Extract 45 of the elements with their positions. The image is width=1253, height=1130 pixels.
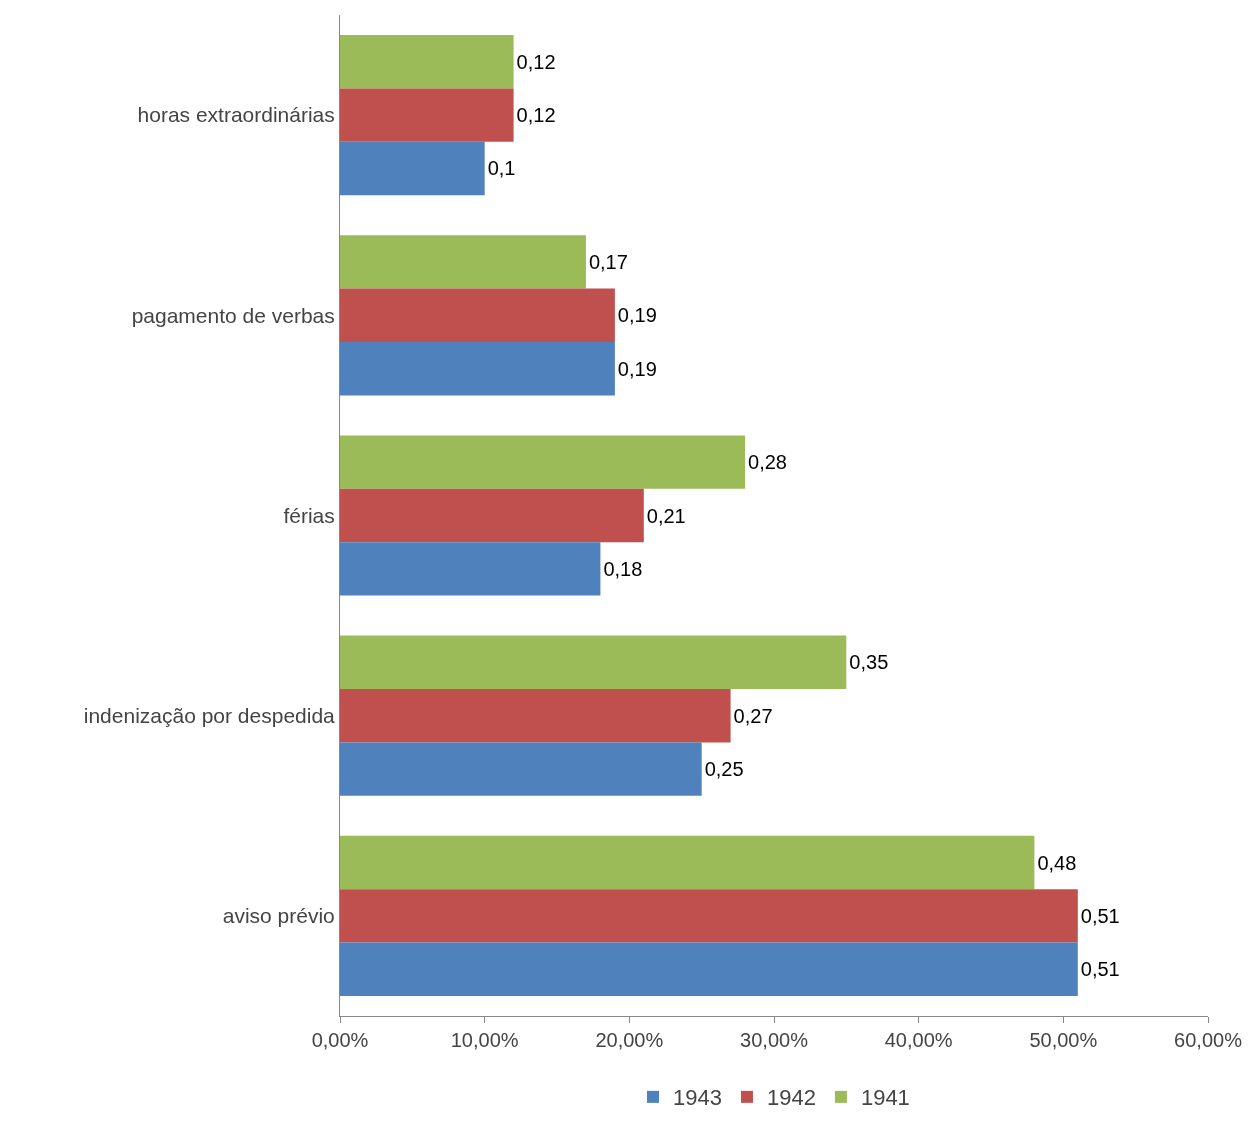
bar: [340, 635, 847, 690]
y-tick-label: horas extraordinárias: [137, 103, 335, 127]
bar: [340, 235, 586, 289]
y-tick-label: aviso prévio: [222, 904, 335, 928]
bar: [340, 542, 601, 596]
data-label: 0,27: [733, 704, 773, 727]
y-tick-label: férias: [283, 503, 335, 527]
bar: [340, 341, 615, 396]
data-label: 0,19: [617, 304, 657, 327]
x-tick-label: 50,00%: [1029, 1029, 1098, 1051]
bar: [340, 35, 514, 89]
x-tick-label: 20,00%: [595, 1029, 664, 1051]
data-label: 0,51: [1080, 904, 1120, 927]
x-tick-label: 40,00%: [884, 1029, 953, 1051]
data-label: 0,25: [704, 758, 744, 781]
data-label: 0,12: [516, 104, 556, 127]
data-label: 0,28: [748, 451, 788, 474]
data-label: 0,48: [1037, 851, 1077, 874]
data-label: 0,17: [588, 250, 628, 273]
data-label: 0,35: [849, 651, 889, 674]
bar: [340, 488, 644, 543]
bar: [340, 689, 731, 743]
y-tick-label: indenização por despedida: [83, 704, 336, 728]
x-tick-label: 30,00%: [740, 1029, 809, 1051]
x-tick-label: 60,00%: [1174, 1029, 1243, 1051]
data-label: 0,1: [487, 157, 516, 180]
data-label: 0,18: [603, 557, 643, 580]
bar: [340, 835, 1035, 890]
legend-label: 1942: [766, 1085, 816, 1111]
legend-label: 1943: [673, 1085, 722, 1111]
bar: [340, 742, 702, 796]
data-label: 0,51: [1080, 958, 1120, 981]
bar: [340, 435, 746, 489]
legend-label: 1941: [860, 1085, 910, 1111]
x-tick-label: 0,00%: [311, 1029, 369, 1051]
bar: [340, 141, 485, 196]
x-tick-label: 10,00%: [450, 1029, 519, 1051]
bar: [340, 88, 514, 142]
data-label: 0,12: [516, 50, 556, 73]
bar: [340, 288, 615, 342]
data-label: 0,21: [646, 504, 686, 527]
bar: [340, 889, 1078, 943]
data-label: 0,19: [617, 357, 657, 380]
y-tick-label: pagamento de verbas: [131, 303, 335, 327]
bar: [340, 942, 1078, 996]
